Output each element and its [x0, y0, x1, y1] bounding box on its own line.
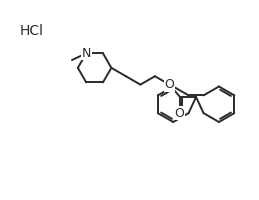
Text: O: O	[174, 107, 184, 120]
Text: O: O	[164, 78, 174, 91]
Text: HCl: HCl	[19, 24, 44, 38]
Text: N: N	[82, 47, 91, 60]
